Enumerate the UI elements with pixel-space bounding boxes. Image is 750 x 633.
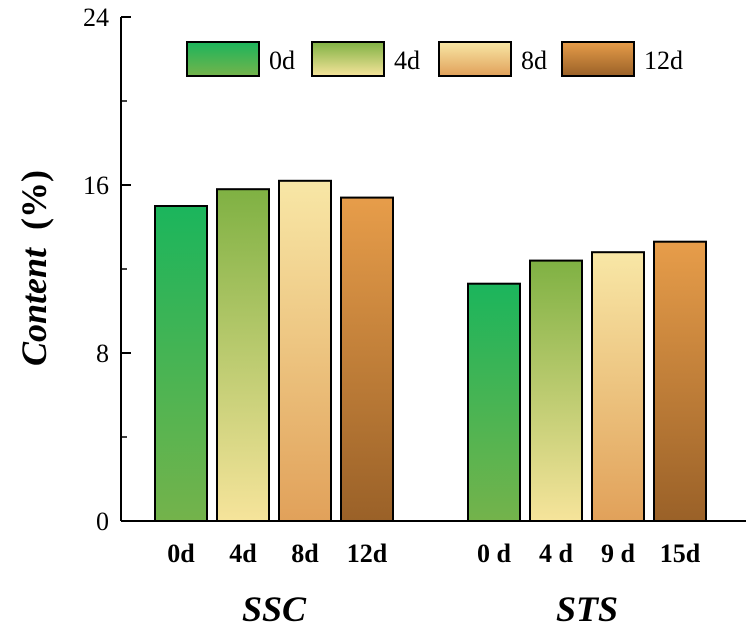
- bar-ssc-12d: [340, 196, 394, 522]
- bar-sts-0d: [467, 282, 521, 523]
- group-labels: SSC STS: [242, 589, 618, 629]
- category-label: 15d: [660, 539, 701, 568]
- bar-ssc-0d: [154, 205, 208, 522]
- category-label: 12d: [347, 539, 388, 568]
- category-label: 9 d: [601, 539, 636, 568]
- category-label: 4 d: [539, 539, 574, 568]
- group-label-sts: STS: [556, 589, 618, 629]
- y-ticks: 0 8 16 24: [83, 3, 131, 536]
- y-tick-label: 16: [83, 171, 109, 200]
- legend-label: 4d: [394, 46, 420, 75]
- y-axis-title: Content (%): [14, 170, 54, 366]
- y-axis-label: Content: [14, 247, 54, 366]
- bar-ssc-4d: [216, 188, 270, 522]
- legend-swatch-12d: [561, 41, 635, 77]
- category-label: 8d: [291, 539, 319, 568]
- y-tick-label: 0: [96, 507, 109, 536]
- legend-label: 0d: [269, 46, 295, 75]
- svg-text:Content (%): Content (%): [14, 170, 54, 366]
- group-label-ssc: SSC: [242, 589, 307, 629]
- legend-label: 12d: [644, 46, 683, 75]
- category-labels: 0d 4d 8d 12d 0 d 4 d 9 d 15d: [167, 539, 701, 568]
- legend-swatch-4d: [311, 41, 385, 77]
- y-axis-unit: (%): [14, 170, 54, 230]
- category-label: 0d: [167, 539, 195, 568]
- y-tick-label: 8: [96, 339, 109, 368]
- y-tick-label: 24: [83, 3, 109, 32]
- legend-swatch-8d: [438, 41, 512, 77]
- legend: 0d 4d 8d 12d: [186, 41, 683, 77]
- bar-sts-15d: [653, 240, 707, 522]
- bars: [154, 179, 707, 523]
- legend-label: 8d: [521, 46, 547, 75]
- bar-sts-4d: [529, 259, 583, 522]
- legend-swatch-0d: [186, 41, 260, 77]
- bar-sts-9d: [591, 251, 645, 522]
- category-label: 4d: [229, 539, 257, 568]
- bar-ssc-8d: [278, 179, 332, 523]
- category-label: 0 d: [477, 539, 512, 568]
